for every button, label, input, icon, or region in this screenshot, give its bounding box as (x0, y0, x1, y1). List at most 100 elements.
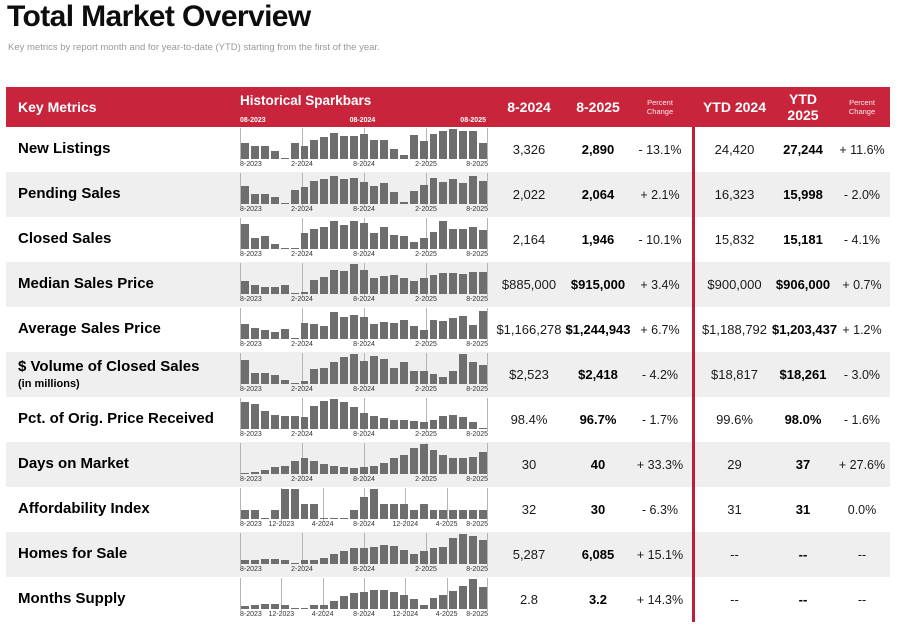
sparkbar: 8-2023 2-2024 8-2024 2-2025 8-2025 (240, 533, 488, 577)
value-ytd-2024: -- (730, 547, 739, 562)
spark-bar (360, 591, 368, 609)
sparkbar-cell: 8-2023 2-2024 8-2024 2-2025 8-2025 (238, 262, 494, 307)
spark-bar (330, 270, 339, 294)
spark-bar (419, 330, 428, 339)
spark-bar (399, 201, 408, 204)
spark-bar (350, 406, 359, 429)
value-month-2024: $1,166,278 (496, 322, 562, 337)
sparkbar-axis-tick: 12-2023 (268, 611, 295, 618)
spark-bar (270, 197, 279, 204)
header-col-pct-change-label: Percent Change (646, 98, 674, 116)
sparkbar-gridline (240, 308, 241, 341)
spark-bar (429, 231, 438, 249)
sparkbar-chart (240, 353, 488, 386)
header-col-pct-change: Percent Change (632, 98, 688, 116)
sparkbar-axis-tick: 8-2024 (353, 296, 375, 303)
table-row: Median Sales Price 8-2023 2-2024 8-2024 2-2… (6, 262, 890, 307)
sparkbar-axis-tick: 8-2023 (240, 296, 262, 303)
spark-bar (320, 604, 329, 609)
spark-bar (250, 372, 259, 384)
spark-bar (479, 311, 488, 339)
spark-bar (360, 181, 368, 204)
sparkbar-gridline (487, 398, 488, 431)
header-col-ytd-pct-change: Percent Change (834, 98, 890, 116)
sparkbar-axis-labels: 8-2023 2-2024 8-2024 2-2025 8-2025 (240, 476, 488, 485)
header-sparkbars-title: Historical Sparkbars (240, 93, 372, 108)
sparkbar-gridline (446, 488, 448, 521)
sparkbar-chart (240, 578, 488, 611)
value-ytd-2025: $906,000 (775, 277, 831, 292)
value-month-2025: 3.2 (588, 592, 608, 607)
spark-bar (280, 247, 289, 249)
spark-bar (389, 546, 398, 564)
sparkbar-gridline (302, 353, 303, 386)
value-month-2025: 6,085 (581, 547, 615, 562)
sparkbar-axis-tick: 2-2025 (415, 566, 437, 573)
metric-cell: Days on Market (6, 442, 238, 487)
spark-bar (290, 562, 299, 564)
spark-bar (360, 270, 368, 294)
sparkbar-gridline (281, 578, 283, 611)
spark-bar (241, 360, 249, 384)
spark-bar (389, 323, 398, 339)
spark-bar (469, 510, 478, 519)
spark-bar (260, 469, 269, 474)
metrics-table: Key Metrics Historical Sparkbars 08-2023… (6, 87, 890, 622)
header-col-ytd-2024: YTD 2024 (702, 99, 767, 115)
sparkbar-axis-tick: 2-2025 (415, 431, 437, 438)
metric-label: Months Supply (18, 590, 126, 608)
sparkbar-cell: 8-2023 2-2024 8-2024 2-2025 8-2025 (238, 172, 494, 217)
spark-bar (330, 517, 339, 519)
header-key-metrics: Key Metrics (18, 99, 97, 115)
spark-bar (439, 321, 448, 339)
spark-bar (479, 142, 488, 159)
spark-bar (350, 221, 359, 249)
spark-bar (340, 316, 349, 339)
sparkbar-axis-tick: 8-2025 (466, 251, 488, 258)
value-ytd-2024: 29 (727, 457, 742, 472)
sparkbar: 8-2023 2-2024 8-2024 2-2025 8-2025 (240, 218, 488, 262)
spark-bar (250, 193, 259, 204)
sparkbar-axis-tick: 8-2024 (353, 521, 375, 528)
spark-bar (449, 414, 458, 429)
spark-bar (241, 143, 249, 159)
sparkbar-gridline (487, 353, 488, 386)
sparkbar-axis-tick: 2-2025 (415, 251, 437, 258)
metric-label: Closed Sales (18, 230, 112, 248)
sparkbar-gridline (487, 308, 488, 341)
spark-bar (469, 227, 478, 249)
sparkbar-cell: 8-2023 2-2024 8-2024 2-2025 8-2025 (238, 217, 494, 262)
value-ytd-pct-change: + 27.6% (838, 457, 886, 472)
spark-bar (241, 223, 249, 249)
spark-bar (310, 605, 319, 609)
spark-bar (429, 274, 438, 294)
spark-bar (449, 591, 458, 609)
spark-bar (340, 270, 349, 294)
spark-bar (449, 457, 458, 474)
spark-bar (241, 560, 249, 564)
spark-bar (449, 318, 458, 339)
spark-bar (479, 540, 488, 564)
sparkbar-axis-tick: 8-2025 (466, 206, 488, 213)
spark-bar (241, 510, 249, 519)
spark-bar (290, 189, 299, 204)
spark-bar (340, 467, 349, 474)
spark-bar (429, 319, 438, 339)
sparkbar-axis-tick: 8-2025 (466, 521, 488, 528)
spark-bar (280, 202, 289, 204)
spark-bar (379, 589, 388, 609)
value-month-2024: 32 (521, 502, 537, 517)
sparkbar-axis-tick: 2-2025 (415, 296, 437, 303)
sparkbar-axis-tick: 12-2024 (392, 611, 419, 618)
sparkbar-cell: 8-2023 2-2024 8-2024 2-2025 8-2025 (238, 127, 494, 172)
value-ytd-2025: 37 (795, 457, 811, 472)
spark-bar (449, 537, 458, 564)
sparkbar-bars (240, 534, 488, 564)
sparkbar-axis-tick: 8-2025 (466, 431, 488, 438)
sparkbar-chart (240, 308, 488, 341)
sparkbar: 8-2023 2-2024 8-2024 2-2025 8-2025 (240, 128, 488, 172)
spark-bar (350, 135, 359, 159)
spark-bar (369, 590, 378, 609)
spark-bar (330, 465, 339, 474)
value-ytd-2024: 16,323 (714, 187, 755, 202)
